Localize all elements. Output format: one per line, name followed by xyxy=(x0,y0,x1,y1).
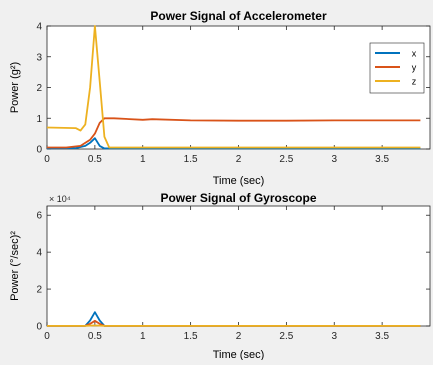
accel-legend-label-x: x xyxy=(412,49,417,59)
gyro-x-tick-label: 0.5 xyxy=(88,331,102,342)
accel-x-tick-label: 1.5 xyxy=(184,154,198,165)
accel-x-tick-label: 0.5 xyxy=(88,154,102,165)
accel-x-tick-label: 1 xyxy=(140,154,146,165)
accel-series-z-line xyxy=(46,25,421,149)
gyro-x-tick-label: 2.5 xyxy=(279,331,293,342)
accel-plot-area xyxy=(46,25,431,150)
accel-y-tick-label: 0 xyxy=(36,145,42,156)
gyro-x-tick-label: 3 xyxy=(331,331,337,342)
gyro-y-tick-label: 0 xyxy=(36,322,42,333)
gyro-y-tick-label: 6 xyxy=(36,211,42,222)
accel-x-tick-label: 3.5 xyxy=(375,154,389,165)
gyro-y-exponent: × 10⁴ xyxy=(49,194,71,204)
gyro-x-tick-label: 3.5 xyxy=(375,331,389,342)
accel-x-tick-label: 0 xyxy=(44,154,50,165)
gyro-plot-area xyxy=(46,205,431,327)
accel-x-tick-label: 2.5 xyxy=(279,154,293,165)
accel-y-tick-label: 4 xyxy=(36,22,42,33)
accel-legend-label-z: z xyxy=(412,77,417,87)
gyro-y-tick-label: 4 xyxy=(36,248,42,259)
gyro-series-z-line xyxy=(47,324,421,327)
accel-series-y-line xyxy=(47,117,421,149)
accel-legend-label-y: y xyxy=(412,63,417,73)
gyro-x-tick-label: 2 xyxy=(236,331,242,342)
gyro-x-tick-label: 1 xyxy=(140,331,146,342)
accel-y-tick-label: 3 xyxy=(36,52,42,63)
accel-y-axis-label: Power (g²) xyxy=(9,62,21,113)
accel-x-axis-label: Time (sec) xyxy=(213,175,265,187)
accel-x-tick-label: 2 xyxy=(236,154,242,165)
gyro-x-tick-label: 0 xyxy=(44,331,50,342)
gyro-x-tick-label: 1.5 xyxy=(184,331,198,342)
gyro-y-tick-label: 2 xyxy=(36,285,42,296)
accel-y-tick-label: 2 xyxy=(36,83,42,94)
accel-y-tick-label: 1 xyxy=(36,114,42,125)
gyro-title: Power Signal of Gyroscope xyxy=(160,191,316,205)
gyro-y-axis-label: Power (°/sec)² xyxy=(9,231,21,301)
gyro-x-axis-label: Time (sec) xyxy=(213,349,265,360)
accel-x-tick-label: 3 xyxy=(331,154,337,165)
accel-title: Power Signal of Accelerometer xyxy=(150,9,327,23)
